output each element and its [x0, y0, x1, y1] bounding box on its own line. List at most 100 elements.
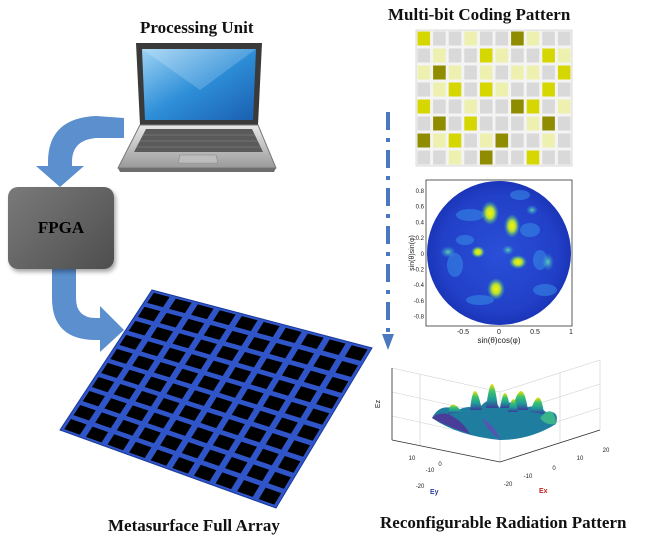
coding-cell	[495, 116, 509, 131]
uv-ytick: -0.2	[414, 268, 425, 274]
coding-cell	[526, 31, 540, 46]
coding-cell	[526, 99, 540, 114]
metasurface-cell	[234, 441, 257, 458]
coding-cell	[448, 116, 462, 131]
coding-cell	[495, 31, 509, 46]
metasurface-cell	[150, 449, 174, 466]
metasurface-cell	[225, 330, 249, 347]
metasurface-cell	[238, 351, 261, 368]
metasurface-cell	[313, 355, 337, 371]
metasurface-cell	[172, 457, 195, 474]
laptop-icon	[117, 43, 277, 172]
metasurface-cell	[128, 320, 152, 336]
metasurface-cell	[194, 339, 217, 355]
coding-cell	[557, 82, 571, 97]
metasurface-cell	[300, 333, 324, 349]
coding-cell	[464, 31, 477, 46]
metasurface-cell	[265, 433, 289, 450]
metasurface-cell	[278, 327, 302, 344]
uv-xtick: 1	[569, 329, 573, 336]
metasurface-cell	[268, 471, 291, 489]
metasurface-cell	[203, 449, 226, 466]
coding-cell	[464, 65, 477, 80]
coding-cell	[557, 116, 571, 131]
coding-cell	[495, 150, 509, 165]
uv-ytick: 0	[421, 252, 425, 258]
dash-dot-arrow	[382, 112, 394, 350]
fpga-label: FPGA	[37, 218, 85, 237]
metasurface-cell	[322, 339, 346, 355]
metasurface-cell	[181, 318, 205, 334]
metasurface-cell	[141, 341, 164, 357]
metasurface-cell	[163, 347, 186, 363]
coding-pattern-title: Multi-bit Coding Pattern	[388, 5, 571, 24]
arrow-fpga-to-metasurface	[52, 268, 124, 352]
coding-cell	[557, 133, 571, 148]
metasurface-cell	[241, 388, 264, 405]
coding-cell	[448, 48, 462, 63]
metasurface-cell	[150, 327, 174, 342]
metasurface-cell	[212, 434, 236, 451]
coding-cell	[464, 99, 477, 114]
metasurface-cell	[222, 419, 245, 436]
coding-cell	[417, 48, 431, 63]
metasurface-cell	[269, 342, 293, 359]
uv-ytick: -0.8	[414, 315, 425, 321]
coding-pattern-grid	[415, 29, 573, 167]
metasurface-cell	[119, 334, 142, 350]
arrow-laptop-to-fpga	[36, 116, 124, 187]
coding-cell	[479, 116, 493, 131]
coding-cell	[495, 133, 509, 148]
radiation-pattern-title: Reconfigurable Radiation Pattern	[380, 513, 627, 532]
metasurface-cell	[110, 348, 133, 364]
ex-tick: -10	[524, 474, 533, 480]
metasurface-cell	[216, 345, 239, 362]
metasurface-array	[59, 289, 373, 509]
uv-ytick: 0.8	[416, 189, 425, 195]
metasurface-cell	[104, 398, 127, 414]
metasurface-cell	[153, 362, 177, 378]
metasurface-cell	[73, 404, 96, 421]
coding-cell	[433, 99, 446, 114]
coding-cell	[433, 65, 446, 80]
metasurface-cell	[294, 386, 317, 403]
metasurface-cell	[82, 390, 105, 407]
coding-cell	[542, 116, 555, 131]
metasurface-cell	[147, 292, 170, 308]
coding-cell	[417, 65, 431, 80]
uv-xtick: -0.5	[457, 329, 469, 336]
metasurface-cell	[64, 419, 87, 435]
coding-cell	[464, 150, 477, 165]
metasurface-cell	[244, 426, 267, 443]
coding-cell	[511, 133, 524, 148]
metasurface-cell	[306, 408, 330, 425]
ey-tick: -20	[416, 484, 425, 490]
metasurface-cell	[344, 345, 368, 361]
coding-cell	[511, 150, 524, 165]
metasurface-cell	[137, 306, 161, 322]
ey-label: Ey	[430, 489, 439, 496]
coding-cell	[557, 65, 571, 80]
metasurface-cell	[147, 412, 171, 429]
coding-cell	[542, 133, 555, 148]
metasurface-cell	[191, 427, 214, 444]
coding-cell	[495, 82, 509, 97]
coding-cell	[495, 99, 509, 114]
coding-cell	[479, 48, 493, 63]
metasurface-title: Metasurface Full Array	[108, 516, 280, 535]
metasurface-cell	[225, 456, 248, 474]
processing-unit-title: Processing Unit	[140, 18, 254, 37]
ex-tick: 0	[552, 466, 556, 472]
coding-cell	[479, 99, 493, 114]
uv-ytick: 0.4	[416, 220, 425, 226]
coding-cell	[511, 31, 524, 46]
metasurface-cell	[101, 362, 124, 379]
uv-ytick: 0.2	[416, 236, 425, 242]
ey-tick: 10	[409, 456, 416, 462]
metasurface-cell	[132, 355, 155, 371]
metasurface-cell	[169, 298, 192, 314]
metasurface-cell	[175, 368, 199, 385]
coding-cell	[417, 82, 431, 97]
metasurface-cell	[260, 358, 283, 374]
coding-cell	[526, 48, 540, 63]
